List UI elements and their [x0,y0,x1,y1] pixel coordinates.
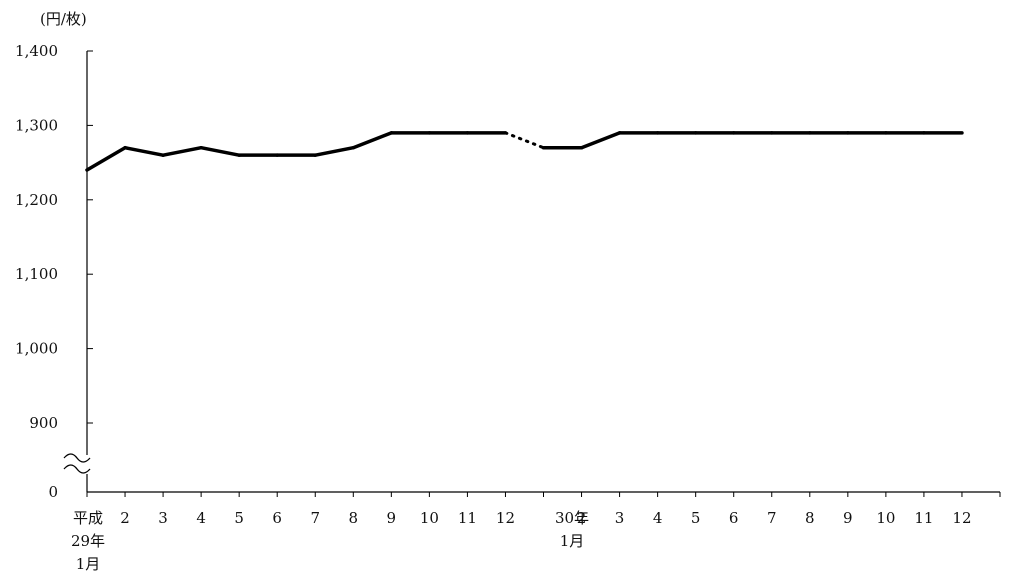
series-segment [579,131,622,150]
x-tick-label: 8 [805,509,815,527]
x-tick-label: 11 [458,509,477,527]
x-tick-label: 3 [158,509,168,527]
x-tick-label: 6 [729,509,739,527]
y-axis-unit-label: (円/枚) [40,10,87,28]
x-tick-label: 10 [420,509,439,527]
x-axis: 平成 29年 1月2 3 4 5 6 7 8 9 10 11 12 30年 1月2 3 4 5 6 7 8 9 10 11 12 [71,491,1001,573]
y-tick-label: 1,100 [15,265,58,283]
y-tick-label: 1,200 [15,191,58,209]
y-tick-label: 0 [48,483,58,501]
series-layer [85,131,964,172]
x-tick-label: 11 [914,509,933,527]
x-tick-label: 4 [653,509,663,527]
y-tick-label: 1,400 [15,42,58,60]
x-tick-label: 平成 29年 1月 [71,509,105,573]
x-tick-label: 3 [615,509,625,527]
x-tick-label: 12 [496,509,515,527]
y-tick-label: 1,000 [15,340,58,358]
series-segment [313,145,356,157]
x-tick-label: 9 [843,509,853,527]
x-tick-label: 2 [577,509,587,527]
x-tick-label: 6 [272,509,282,527]
x-tick-label: 5 [234,509,244,527]
x-tick-label: 7 [767,509,777,527]
series-segment [161,145,203,157]
y-tick-label: 900 [29,414,58,432]
series-segment [199,145,241,157]
y-axis: 0 900 1,000 1,100 1,200 1,300 1,400 [15,42,93,501]
y-tick-label: 1,300 [15,116,58,134]
x-tick-label: 4 [196,509,206,527]
x-tick-label: 5 [691,509,701,527]
x-tick-label: 2 [120,509,130,527]
series-segment [85,145,127,172]
x-tick-label: 7 [310,509,320,527]
series-segment-dotted [503,131,545,150]
x-tick-label: 8 [349,509,359,527]
x-tick-label: 10 [876,509,895,527]
axis-break-mark [63,453,91,474]
x-tick-label: 30年 1月 [555,509,589,550]
series-segment [123,145,165,157]
x-tick-label: 12 [952,509,971,527]
series-segment [351,131,394,150]
x-tick-label: 9 [387,509,397,527]
